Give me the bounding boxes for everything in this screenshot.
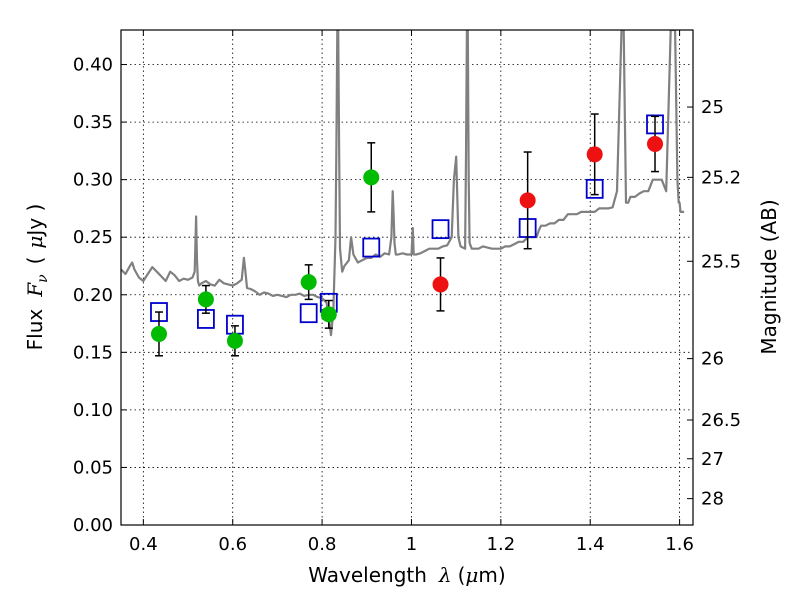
y-axis-title-unit-open: ( <box>23 257 47 265</box>
y-tick-label: 0.20 <box>73 285 113 306</box>
y-tick-label: 0.40 <box>73 55 113 76</box>
y-axis-title: Flux Fν ( μJy ) <box>23 204 51 351</box>
observed-point <box>363 169 380 186</box>
plot-frame <box>120 29 694 526</box>
axis-ticks <box>121 30 693 526</box>
x-tick-label: 1 <box>406 534 417 555</box>
x-axis-title: Wavelength λ (μm) <box>308 563 505 587</box>
model-point <box>299 303 318 324</box>
x-tick-label: 1.2 <box>487 534 516 555</box>
observed-point <box>150 325 167 342</box>
y-tick-label: 0.00 <box>73 515 113 536</box>
y-axis-title-subscript: ν <box>35 274 51 283</box>
y-tick-label: 0.35 <box>73 112 113 133</box>
y-axis-title-unit-mu: μ <box>23 236 47 249</box>
y-axis-title-unit-close: Jy ) <box>23 204 47 238</box>
model-series <box>150 114 664 335</box>
x-tick-label: 1.6 <box>665 534 694 555</box>
observed-point <box>300 274 317 291</box>
observed-series <box>150 113 664 357</box>
y2-tick-label: 27 <box>701 449 724 470</box>
x-tick-label: 0.4 <box>129 534 158 555</box>
x-tick-label: 0.6 <box>218 534 247 555</box>
y-tick-label: 0.05 <box>73 457 113 478</box>
model-point <box>431 219 450 240</box>
x-tick-label: 1.4 <box>576 534 605 555</box>
x-tick-label: 0.8 <box>308 534 337 555</box>
observed-point <box>519 192 536 209</box>
x-axis-title-unit-close: m) <box>478 563 505 587</box>
observed-point <box>586 146 603 163</box>
y2-axis-title: Magnitude (AB) <box>757 199 781 354</box>
y-tick-label: 0.10 <box>73 400 113 421</box>
x-axis-title-unit-mu: μ <box>465 563 478 587</box>
y-tick-label: 0.30 <box>73 170 113 191</box>
observed-point <box>226 332 243 349</box>
y2-tick-label: 28 <box>701 489 724 510</box>
x-axis-title-symbol: λ <box>438 563 452 587</box>
y-tick-label: 0.25 <box>73 227 113 248</box>
y2-tick-label: 26 <box>701 349 724 370</box>
x-axis-title-word: Wavelength <box>308 563 427 587</box>
observed-point <box>197 291 214 308</box>
grid <box>121 30 693 526</box>
observed-point <box>432 276 449 293</box>
y2-tick-label: 25.5 <box>701 251 741 272</box>
tick-labels: 0.4 0.6 0.8 1 1.2 1.4 1.6 0.00 0.05 0.10 0.15 0.20 0… <box>73 55 741 555</box>
y-tick-label: 0.15 <box>73 342 113 363</box>
y2-tick-label: 25.2 <box>701 167 741 188</box>
model-point <box>362 237 381 258</box>
observed-point <box>320 306 337 323</box>
x-axis-title-unit-open: ( <box>458 563 466 587</box>
y-axis-title-symbol: F <box>23 282 47 298</box>
observed-point <box>647 135 664 152</box>
y2-tick-label: 26.5 <box>701 410 741 431</box>
y2-tick-label: 25 <box>701 97 724 118</box>
y-axis-title-word: Flux <box>23 309 47 351</box>
spectrum-series <box>121 30 685 337</box>
spectrum-line <box>121 30 685 337</box>
